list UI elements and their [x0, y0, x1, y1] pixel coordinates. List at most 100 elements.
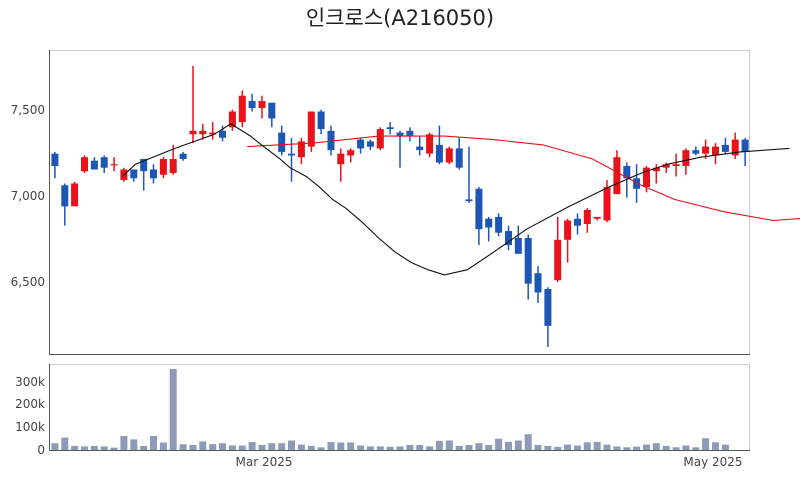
candle-body: [435, 144, 443, 163]
candle-body: [258, 101, 266, 108]
candlesticks: [51, 65, 749, 347]
volume-bar: [150, 436, 157, 450]
volume-bar: [130, 439, 138, 450]
volume-bar: [288, 440, 295, 450]
x-tick-label-mar: Mar 2025: [236, 455, 293, 469]
candle-body: [209, 132, 217, 135]
candle-body: [228, 111, 236, 128]
volume-bar: [613, 446, 621, 450]
candle-body: [140, 158, 148, 172]
volume-bar: [327, 442, 335, 450]
volume-bar: [603, 444, 611, 450]
candle-body: [396, 132, 404, 137]
candle-body: [633, 178, 641, 189]
volume-bar: [435, 440, 443, 450]
candle-body: [475, 188, 483, 230]
volume-bar: [495, 438, 503, 450]
volume-bar: [51, 443, 59, 450]
x-tick-label-may: May 2025: [683, 455, 742, 469]
volume-bar: [445, 440, 453, 450]
candle-body: [307, 111, 315, 147]
candle-body: [514, 238, 522, 254]
candle-body: [219, 130, 226, 138]
volume-bar: [682, 445, 690, 450]
volume-bar: [357, 445, 365, 450]
candle-body: [100, 157, 108, 168]
candle-body: [238, 95, 246, 123]
volume-bar: [366, 446, 374, 450]
candle-body: [357, 139, 365, 149]
candle-body: [652, 167, 660, 172]
candle-body: [485, 218, 493, 228]
volume-bar: [376, 446, 384, 450]
candle-body: [71, 183, 79, 207]
candle-body: [741, 139, 749, 152]
candle-body: [495, 216, 503, 233]
candle-body: [662, 164, 670, 168]
candle-body: [376, 129, 384, 149]
volume-bar: [633, 446, 641, 450]
candle-body: [603, 187, 611, 221]
volume-bar: [593, 441, 601, 450]
volume-bar: [297, 444, 305, 450]
candle-body: [169, 158, 177, 173]
volume-bar: [228, 445, 236, 450]
candle-body: [564, 220, 572, 240]
volume-bar: [120, 436, 128, 450]
volume-bar: [702, 438, 710, 450]
candle-body: [574, 218, 581, 226]
volume-bar: [396, 446, 404, 450]
volume-bar: [426, 446, 434, 450]
candle-body: [643, 167, 650, 187]
volume-bar: [71, 445, 79, 450]
candle-body: [534, 273, 542, 293]
candle-body: [623, 166, 631, 179]
volume-bar: [672, 447, 680, 450]
candle-body: [712, 146, 719, 156]
volume-bar: [505, 441, 512, 450]
candle-body: [386, 127, 394, 130]
candle-body: [278, 132, 286, 152]
volume-bar: [209, 444, 217, 450]
candle-body: [61, 185, 69, 207]
volume-bar: [574, 445, 581, 450]
moving-averages: [121, 123, 800, 276]
candle-body: [337, 153, 345, 165]
volume-bar: [465, 445, 473, 450]
candle-body: [327, 130, 335, 151]
volume-y-tick-label: 0: [37, 443, 45, 457]
volume-bar: [712, 442, 719, 450]
candle-body: [524, 238, 532, 284]
volume-bar: [347, 442, 355, 450]
candle-body: [90, 160, 98, 170]
candle-body: [613, 157, 621, 195]
volume-bar: [692, 447, 700, 450]
volume-bar: [90, 445, 98, 450]
price-y-tick-label: 6,500: [11, 275, 45, 289]
volume-bar: [406, 445, 414, 450]
volume-bar: [100, 446, 108, 450]
candle-body: [51, 153, 59, 166]
volume-bar: [544, 445, 552, 450]
candle-body: [150, 169, 157, 179]
volume-bar: [485, 445, 493, 450]
volume-bar: [564, 444, 572, 450]
volume-bar: [159, 442, 167, 450]
volume-bar: [416, 445, 424, 450]
candle-body: [159, 158, 167, 175]
candle-body: [583, 209, 591, 224]
volume-bar: [110, 447, 118, 450]
candle-body: [179, 153, 187, 159]
volume-bar: [623, 447, 631, 450]
volume-bar: [258, 445, 266, 450]
volume-bars: [51, 369, 729, 450]
volume-bar: [514, 440, 522, 450]
candle-body: [406, 130, 414, 137]
volume-bar: [583, 442, 591, 450]
volume-y-tick-label: 300k: [15, 375, 45, 389]
volume-bar: [307, 445, 315, 450]
candle-body: [288, 153, 295, 156]
volume-bar: [278, 443, 286, 450]
candle-body: [445, 148, 453, 163]
